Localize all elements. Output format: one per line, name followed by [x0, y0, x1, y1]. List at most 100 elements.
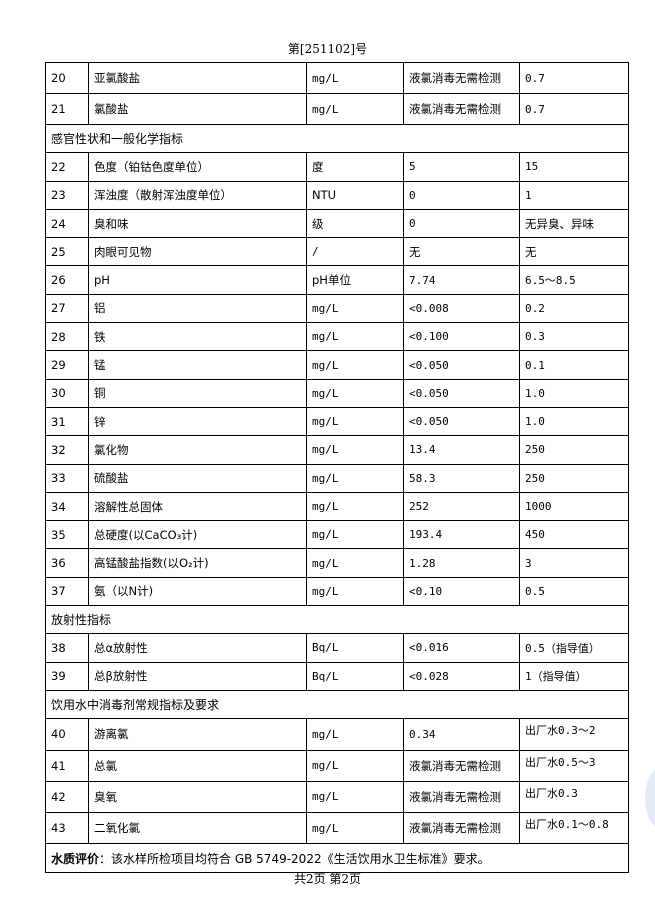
item-result: <0.050 [403, 378, 520, 408]
item-result: <0.050 [403, 350, 520, 380]
item-limit: 0.5 [519, 576, 629, 607]
item-result: 液氯消毒无需检测 [403, 62, 520, 94]
table-row: 28 铁 mg/L <0.100 0.3 [45, 322, 629, 352]
item-number: 38 [45, 633, 89, 663]
item-result: 液氯消毒无需检测 [403, 749, 520, 782]
item-limit: 出厂水0.1～0.8 [519, 812, 629, 845]
item-result: 1.28 [403, 548, 520, 578]
item-result: 13.4 [403, 435, 520, 465]
item-limit: 6.5～8.5 [519, 265, 629, 295]
item-number: 24 [45, 208, 89, 239]
stamp-edge [645, 768, 655, 828]
item-number: 30 [45, 378, 89, 408]
table-row: 26 pH pH单位 7.74 6.5～8.5 [45, 265, 629, 295]
section-header-row: 感官性状和一般化学指标 [45, 123, 629, 154]
page-footer: 共2页 第2页 [293, 872, 362, 886]
item-result: <0.100 [403, 322, 520, 352]
section-header-row: 饮用水中消毒剂常规指标及要求 [45, 689, 629, 720]
item-limit: 0.5（指导值） [519, 633, 629, 663]
item-name: 浑浊度（散射浑浊度单位） [88, 180, 307, 210]
item-number: 22 [45, 152, 89, 182]
item-name: 铁 [88, 322, 307, 352]
item-limit: 无异臭、异味 [519, 208, 629, 239]
section-title: 放射性指标 [45, 605, 629, 635]
item-name: 氨（以N计) [88, 576, 307, 607]
item-limit: 1000 [519, 491, 629, 522]
item-number: 41 [45, 749, 89, 782]
item-unit: mg/L [306, 576, 404, 607]
item-unit: Bq/L [306, 633, 404, 663]
item-result: 7.74 [403, 265, 520, 295]
table-row: 37 氨（以N计) mg/L <0.10 0.5 [45, 576, 629, 607]
item-unit: mg/L [306, 520, 404, 550]
evaluation-cell: 水质评价：该水样所检项目均符合 GB 5749-2022《生活饮用水卫生标准》要… [45, 843, 629, 874]
item-result: 5 [403, 152, 520, 182]
table-row: 22 色度（铂钴色度单位）度 5 15 [45, 152, 629, 182]
item-unit: mg/L [306, 548, 404, 578]
evaluation-row: 水质评价：该水样所检项目均符合 GB 5749-2022《生活饮用水卫生标准》要… [45, 843, 629, 874]
item-name: 臭和味 [88, 208, 307, 239]
item-number: 27 [45, 293, 89, 324]
item-number: 29 [45, 350, 89, 380]
item-result: <0.050 [403, 406, 520, 437]
item-limit: 1.0 [519, 406, 629, 437]
report-number: 第[251102]号 [287, 42, 368, 56]
item-result: 0 [403, 208, 520, 239]
item-limit: 无 [519, 237, 629, 267]
table-row: 21 氯酸盐 mg/L 液氯消毒无需检测 0.7 [45, 93, 629, 125]
item-result: 液氯消毒无需检测 [403, 93, 520, 125]
item-limit: 0.7 [519, 93, 629, 125]
item-number: 37 [45, 576, 89, 607]
table-row: 39 总β放射性 Bq/L <0.028 1（指导值） [45, 661, 629, 691]
item-unit: mg/L [306, 718, 404, 751]
water-quality-table: 20 亚氯酸盐 mg/L 液氯消毒无需检测 0.7 21 氯酸盐 mg/L 液氯消毒无需检测 0.… [45, 62, 629, 874]
evaluation-text: ：该水样所检项目均符合 GB 5749-2022《生活饮用水卫生标准》要求。 [99, 851, 490, 866]
item-limit: 250 [519, 463, 629, 493]
table-row: 31 锌 mg/L <0.050 1.0 [45, 406, 629, 437]
item-limit: 0.7 [519, 62, 629, 94]
item-result: <0.016 [403, 633, 520, 663]
item-number: 23 [45, 180, 89, 210]
item-name: pH [88, 265, 307, 295]
item-name: 游离氯 [88, 718, 307, 751]
item-name: 硫酸盐 [88, 463, 307, 493]
table-row: 32 氯化物 mg/L 13.4 250 [45, 435, 629, 465]
item-number: 33 [45, 463, 89, 493]
item-result: <0.008 [403, 293, 520, 324]
item-limit: 1 [519, 180, 629, 210]
item-limit: 0.1 [519, 350, 629, 380]
evaluation-label: 水质评价 [51, 851, 100, 866]
item-limit: 出厂水0.5～3 [519, 749, 629, 782]
item-unit: mg/L [306, 93, 404, 125]
item-name: 溶解性总固体 [88, 491, 307, 522]
item-limit: 出厂水0.3 [519, 780, 629, 814]
table-row: 41 总氯 mg/L 液氯消毒无需检测 出厂水0.5～3 [45, 749, 629, 782]
item-unit: / [306, 237, 404, 267]
item-name: 锌 [88, 406, 307, 437]
item-result: 无 [403, 237, 520, 267]
item-limit: 出厂水0.3～2 [519, 718, 629, 751]
item-name: 总β放射性 [88, 661, 307, 691]
item-limit: 3 [519, 548, 629, 578]
table-row: 43 二氧化氯 mg/L 液氯消毒无需检测 出厂水0.1～0.8 [45, 812, 629, 845]
item-number: 20 [45, 62, 89, 94]
table-row: 29 锰 mg/L <0.050 0.1 [45, 350, 629, 380]
item-result: 193.4 [403, 520, 520, 550]
item-result: <0.10 [403, 576, 520, 607]
item-result: 0.34 [403, 718, 520, 751]
item-name: 二氧化氯 [88, 812, 307, 845]
item-unit: mg/L [306, 62, 404, 94]
item-limit: 250 [519, 435, 629, 465]
item-result: 252 [403, 491, 520, 522]
item-name: 总α放射性 [88, 633, 307, 663]
item-number: 39 [45, 661, 89, 691]
item-number: 42 [45, 780, 89, 814]
table-row: 35 总硬度(以CaCO₃计) mg/L 193.4 450 [45, 520, 629, 550]
item-limit: 15 [519, 152, 629, 182]
table-row: 25 肉眼可见物 / 无无 [45, 237, 629, 267]
item-name: 高锰酸盐指数(以O₂计) [88, 548, 307, 578]
item-number: 35 [45, 520, 89, 550]
item-limit: 450 [519, 520, 629, 550]
item-number: 32 [45, 435, 89, 465]
item-name: 氯化物 [88, 435, 307, 465]
